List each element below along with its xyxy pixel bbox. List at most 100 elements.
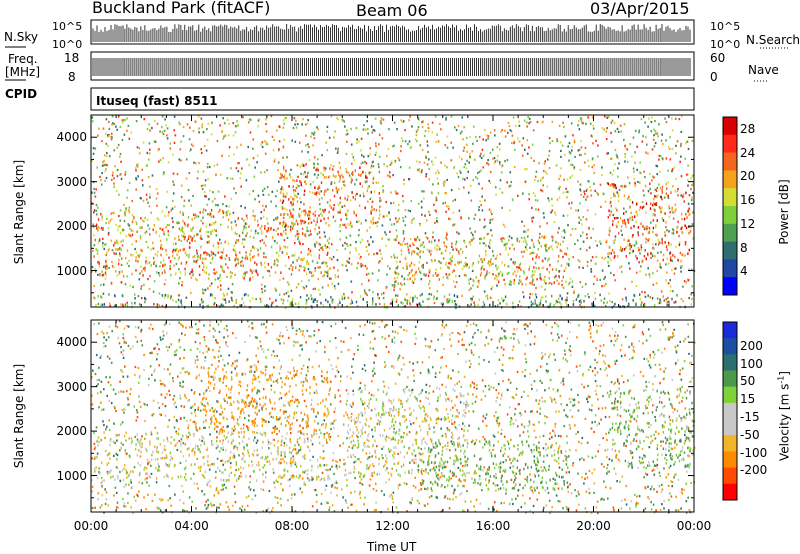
power-point (640, 303, 642, 307)
power-point (131, 200, 133, 203)
power-point (331, 301, 334, 304)
power-point (624, 160, 626, 163)
power-point (192, 145, 194, 148)
power-point (588, 180, 590, 183)
power-point (599, 240, 601, 243)
power-point (359, 149, 362, 152)
power-point (621, 270, 623, 274)
velocity-point (333, 410, 336, 413)
velocity-point (403, 328, 405, 332)
power-point (179, 123, 181, 126)
power-point (526, 125, 528, 128)
power-point (169, 260, 172, 263)
power-point (649, 172, 651, 175)
velocity-point (654, 437, 657, 440)
power-point (343, 183, 345, 186)
power-point (416, 236, 419, 239)
power-point (497, 275, 500, 278)
power-point (202, 288, 204, 291)
power-point (117, 225, 120, 228)
power-point (189, 126, 191, 129)
power-point (461, 294, 463, 297)
power-point (639, 161, 641, 164)
power-point (160, 246, 162, 250)
power-point (640, 118, 643, 121)
power-point (93, 296, 95, 299)
power-point (222, 292, 225, 295)
power-point (199, 229, 201, 233)
power-point (455, 274, 457, 278)
power-point (97, 218, 100, 221)
power-point (483, 258, 486, 261)
power-point (163, 259, 165, 262)
power-point (334, 219, 337, 223)
power-point (376, 225, 378, 228)
power-point (189, 228, 192, 231)
power-point (578, 266, 581, 269)
power-point (149, 185, 151, 188)
power-point (618, 231, 620, 235)
power-point (476, 177, 479, 180)
power-point (535, 170, 538, 173)
velocity-point (460, 480, 462, 483)
velocity-point (290, 475, 293, 478)
velocity-point (280, 397, 283, 400)
power-point (530, 251, 532, 255)
velocity-point (179, 381, 181, 384)
power-point (582, 216, 584, 219)
power-point (480, 156, 483, 160)
power-point (244, 257, 246, 260)
power-point (476, 285, 479, 288)
power-point (658, 241, 660, 244)
power-point (440, 128, 442, 131)
power-point (362, 192, 365, 195)
power-point (691, 196, 693, 200)
power-point (212, 191, 214, 194)
power-point (382, 297, 385, 300)
power-point (411, 125, 413, 128)
power-point (335, 175, 337, 178)
power-point (397, 192, 399, 195)
power-point (135, 166, 137, 169)
velocity-point (428, 371, 431, 374)
power-point (394, 285, 396, 288)
power-point (155, 231, 157, 234)
power-point (386, 165, 389, 168)
power-point (395, 238, 397, 242)
power-point (497, 265, 500, 269)
power-point (434, 221, 436, 224)
power-point (323, 260, 325, 264)
power-point (610, 196, 612, 199)
power-point (378, 143, 380, 146)
power-point (512, 272, 514, 276)
power-point (123, 133, 126, 136)
power-point (393, 256, 396, 259)
power-point (417, 253, 419, 256)
power-point (448, 217, 450, 220)
power-point (645, 241, 647, 244)
power-point (466, 150, 468, 153)
power-point (357, 262, 359, 265)
power-point (281, 224, 284, 228)
power-point (228, 205, 230, 208)
power-point (380, 117, 383, 120)
power-point (364, 180, 367, 184)
power-point (165, 206, 168, 209)
power-point (314, 245, 316, 248)
power-point (305, 299, 308, 302)
power-point (366, 180, 368, 183)
velocity-point (269, 512, 271, 515)
power-point (339, 225, 341, 228)
velocity-point (156, 343, 159, 346)
power-point (199, 303, 201, 307)
power-point (409, 277, 411, 280)
power-point (417, 117, 420, 120)
velocity-point (511, 498, 513, 501)
power-point (380, 122, 382, 125)
power-point (301, 150, 303, 153)
power-point (177, 298, 180, 302)
power-point (181, 304, 183, 307)
velocity-point (558, 445, 561, 448)
power-point (391, 298, 394, 302)
power-point (500, 237, 502, 241)
